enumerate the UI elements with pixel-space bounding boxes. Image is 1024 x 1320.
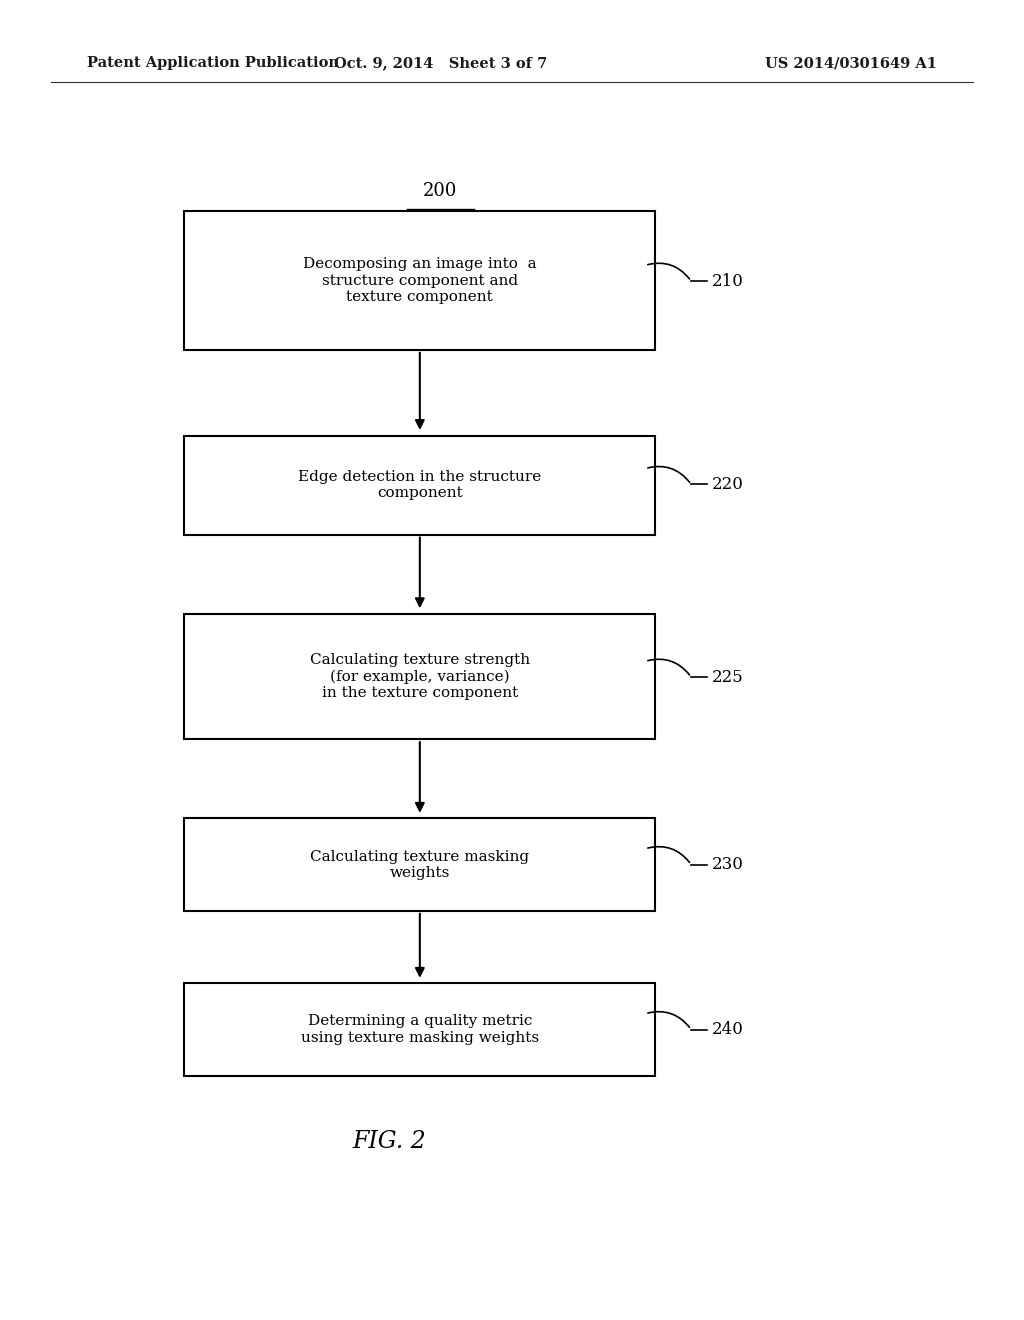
- Text: Patent Application Publication: Patent Application Publication: [87, 57, 339, 70]
- Text: Determining a quality metric
using texture masking weights: Determining a quality metric using textu…: [301, 1015, 539, 1044]
- Text: 200: 200: [423, 182, 458, 201]
- Text: Calculating texture strength
(for example, variance)
in the texture component: Calculating texture strength (for exampl…: [310, 653, 529, 700]
- Text: Decomposing an image into  a
structure component and
texture component: Decomposing an image into a structure co…: [303, 257, 537, 304]
- Text: 220: 220: [712, 477, 743, 492]
- Text: Edge detection in the structure
component: Edge detection in the structure componen…: [298, 470, 542, 500]
- Text: 210: 210: [712, 273, 743, 289]
- Text: Calculating texture masking
weights: Calculating texture masking weights: [310, 850, 529, 879]
- FancyBboxPatch shape: [184, 211, 655, 350]
- FancyBboxPatch shape: [184, 436, 655, 535]
- Text: US 2014/0301649 A1: US 2014/0301649 A1: [765, 57, 937, 70]
- Text: FIG. 2: FIG. 2: [352, 1130, 426, 1154]
- Text: 230: 230: [712, 857, 743, 873]
- Text: 240: 240: [712, 1022, 743, 1038]
- Text: 225: 225: [712, 669, 743, 685]
- FancyBboxPatch shape: [184, 614, 655, 739]
- FancyBboxPatch shape: [184, 818, 655, 911]
- Text: Oct. 9, 2014   Sheet 3 of 7: Oct. 9, 2014 Sheet 3 of 7: [334, 57, 547, 70]
- FancyBboxPatch shape: [184, 983, 655, 1076]
